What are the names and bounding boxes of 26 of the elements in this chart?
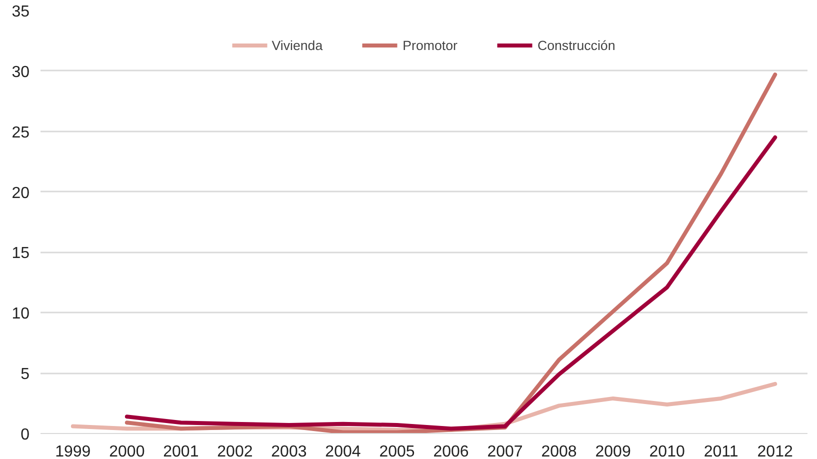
x-tick-label: 2001 <box>163 444 199 459</box>
x-tick-label: 2009 <box>595 444 631 459</box>
x-tick-label: 1999 <box>55 444 91 459</box>
y-tick-label: 30 <box>12 64 30 81</box>
legend-label: Promotor <box>402 38 458 52</box>
y-tick-label: 5 <box>20 366 30 384</box>
x-tick-label: 2000 <box>109 444 145 459</box>
y-tick-label: 15 <box>12 245 30 262</box>
x-tick-label: 2003 <box>271 444 307 459</box>
x-tick-label: 2004 <box>325 444 361 459</box>
y-tick-label: 20 <box>12 184 30 202</box>
x-tick-label: 2012 <box>757 444 793 459</box>
y-tick-label: 10 <box>12 306 30 323</box>
x-tick-label: 2005 <box>379 444 415 459</box>
x-tick-label: 2011 <box>704 444 738 459</box>
legend-label: Vivienda <box>272 38 323 52</box>
legend-label: Construcción <box>537 38 616 52</box>
y-tick-label: 25 <box>12 124 30 142</box>
x-tick-label: 2002 <box>217 444 253 459</box>
line-series <box>124 135 778 431</box>
y-tick-label: 0 <box>20 426 30 444</box>
x-tick-label: 2007 <box>487 444 523 459</box>
x-tick-label: 2006 <box>433 444 469 459</box>
y-tick-label: 35 <box>12 4 30 20</box>
x-tick-label: 2010 <box>649 444 685 459</box>
x-tick-label: 2008 <box>541 444 577 459</box>
